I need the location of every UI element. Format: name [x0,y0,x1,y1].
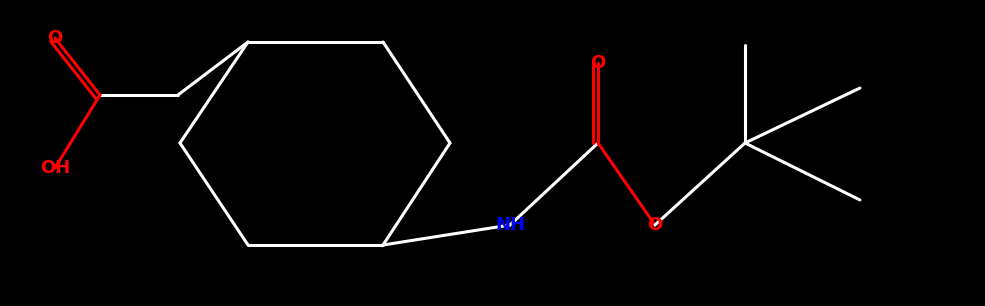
Text: O: O [590,54,606,72]
Text: OH: OH [39,159,70,177]
Text: O: O [47,29,63,47]
Text: O: O [647,216,663,234]
Text: NH: NH [495,216,525,234]
